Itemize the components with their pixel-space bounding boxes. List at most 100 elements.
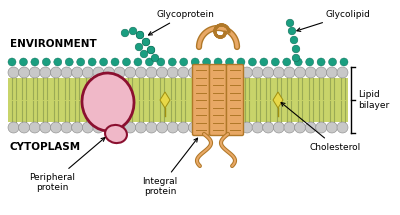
Circle shape — [271, 58, 279, 66]
Text: CYTOPLASM: CYTOPLASM — [10, 142, 81, 152]
Text: Peripheral
protein: Peripheral protein — [29, 138, 105, 192]
Circle shape — [157, 58, 165, 66]
Circle shape — [226, 58, 234, 66]
Text: Lipid
bilayer: Lipid bilayer — [358, 90, 389, 110]
Circle shape — [145, 58, 153, 66]
Bar — [8, 78, 348, 122]
Circle shape — [29, 122, 40, 133]
Circle shape — [147, 46, 155, 54]
Circle shape — [203, 58, 211, 66]
Circle shape — [167, 122, 178, 133]
Circle shape — [214, 58, 222, 66]
Circle shape — [340, 58, 348, 66]
Circle shape — [142, 38, 150, 46]
Circle shape — [188, 67, 200, 78]
Circle shape — [231, 122, 242, 133]
Circle shape — [294, 58, 302, 66]
Circle shape — [77, 58, 85, 66]
Circle shape — [292, 54, 300, 62]
Circle shape — [220, 67, 231, 78]
Circle shape — [8, 122, 19, 133]
Circle shape — [328, 58, 336, 66]
Circle shape — [125, 122, 136, 133]
Circle shape — [337, 122, 348, 133]
Circle shape — [122, 58, 130, 66]
Circle shape — [316, 67, 327, 78]
Circle shape — [40, 122, 51, 133]
Circle shape — [125, 67, 136, 78]
Circle shape — [8, 58, 16, 66]
Polygon shape — [160, 92, 170, 108]
Circle shape — [178, 67, 189, 78]
Circle shape — [20, 58, 28, 66]
Circle shape — [136, 31, 144, 39]
Circle shape — [42, 58, 50, 66]
Circle shape — [294, 67, 306, 78]
Circle shape — [167, 67, 178, 78]
Circle shape — [104, 67, 114, 78]
Circle shape — [146, 122, 157, 133]
Circle shape — [288, 27, 296, 35]
Circle shape — [134, 58, 142, 66]
Circle shape — [50, 122, 62, 133]
Circle shape — [284, 67, 295, 78]
Circle shape — [136, 31, 144, 39]
Text: Cholesterol: Cholesterol — [281, 103, 361, 152]
Circle shape — [231, 67, 242, 78]
Circle shape — [305, 122, 316, 133]
Circle shape — [111, 58, 119, 66]
Circle shape — [121, 29, 129, 37]
Circle shape — [93, 67, 104, 78]
Circle shape — [114, 122, 125, 133]
Text: Integral
protein: Integral protein — [142, 138, 198, 196]
Circle shape — [237, 58, 245, 66]
Circle shape — [220, 122, 231, 133]
Circle shape — [317, 58, 325, 66]
Circle shape — [290, 36, 298, 44]
Circle shape — [61, 67, 72, 78]
Circle shape — [242, 67, 252, 78]
Circle shape — [263, 67, 274, 78]
Circle shape — [146, 67, 157, 78]
Circle shape — [178, 122, 189, 133]
FancyBboxPatch shape — [192, 64, 210, 135]
FancyBboxPatch shape — [226, 64, 244, 135]
Circle shape — [8, 67, 19, 78]
Circle shape — [210, 122, 221, 133]
Circle shape — [263, 122, 274, 133]
Circle shape — [88, 58, 96, 66]
Circle shape — [114, 67, 125, 78]
Circle shape — [305, 67, 316, 78]
Circle shape — [273, 122, 284, 133]
Circle shape — [19, 122, 30, 133]
Circle shape — [129, 27, 137, 35]
Circle shape — [40, 67, 51, 78]
Circle shape — [292, 45, 300, 53]
Circle shape — [135, 122, 146, 133]
Circle shape — [180, 58, 188, 66]
Circle shape — [50, 67, 62, 78]
Circle shape — [140, 50, 148, 58]
Circle shape — [326, 67, 337, 78]
Circle shape — [273, 67, 284, 78]
Circle shape — [199, 122, 210, 133]
Text: Glycoprotein: Glycoprotein — [148, 10, 214, 35]
Circle shape — [260, 58, 268, 66]
Circle shape — [156, 122, 168, 133]
Circle shape — [135, 67, 146, 78]
Circle shape — [242, 122, 252, 133]
Circle shape — [104, 122, 114, 133]
Circle shape — [326, 122, 337, 133]
Circle shape — [61, 122, 72, 133]
Circle shape — [210, 67, 221, 78]
Circle shape — [188, 122, 200, 133]
Circle shape — [54, 58, 62, 66]
Circle shape — [72, 67, 83, 78]
Circle shape — [168, 58, 176, 66]
Circle shape — [135, 43, 143, 51]
Circle shape — [248, 58, 256, 66]
Circle shape — [65, 58, 73, 66]
Circle shape — [72, 122, 83, 133]
Circle shape — [82, 122, 93, 133]
Circle shape — [337, 67, 348, 78]
